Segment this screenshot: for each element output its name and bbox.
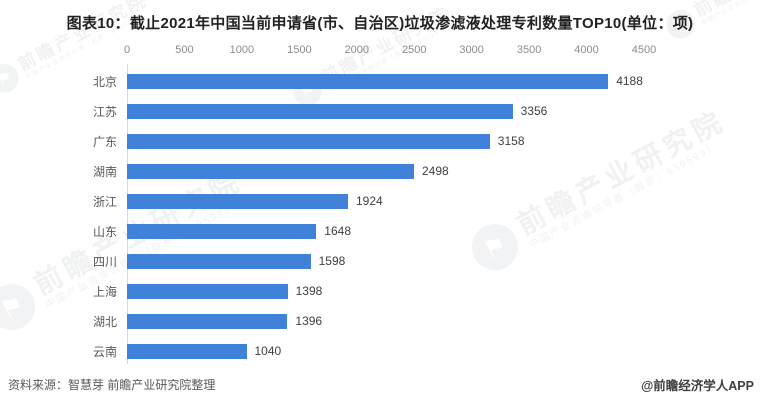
bar [127, 103, 513, 119]
source-note: 资料来源：智慧芽 前瞻产业研究院整理 [8, 378, 216, 392]
value-label: 3158 [497, 134, 525, 148]
category-label: 上海 [92, 284, 117, 299]
chart-title: 图表10：截止2021年中国当前申请省(市、自治区)垃圾渗滤液处理专利数量TOP… [66, 15, 694, 32]
x-tick-label: 3500 [516, 44, 542, 56]
value-label: 3356 [520, 104, 548, 118]
value-label: 4188 [616, 74, 643, 88]
category-label: 北京 [92, 74, 117, 89]
bar [127, 133, 490, 149]
category-label: 浙江 [92, 194, 117, 209]
category-label: 湖南 [92, 164, 117, 179]
category-label: 广东 [92, 134, 117, 149]
x-axis-ticks: 0 500 1000 1500 2000 2500 3000 3500 4000 4500 [123, 44, 656, 58]
bar-row: 广东 3158 [0, 126, 760, 156]
chart-footer: 资料来源：智慧芽 前瞻产业研究院整理 @前瞻经济学人APP [0, 374, 760, 394]
x-tick-label: 4000 [574, 44, 599, 56]
bar [127, 313, 288, 329]
bar-rows: 北京 4188 江苏 3356 广东 3158 湖南 2498 浙江 1924 山东 1648 四川 15… [0, 66, 760, 366]
bar [127, 343, 247, 359]
value-label: 1924 [356, 194, 383, 208]
bar [127, 283, 288, 299]
bar-row: 上海 1398 [0, 276, 760, 306]
x-tick-label: 2500 [401, 44, 427, 56]
x-tick-label: 0 [123, 44, 131, 56]
bar [127, 163, 414, 179]
bar-row: 江苏 3356 [0, 96, 760, 126]
x-tick-label: 1500 [287, 44, 312, 56]
bar-row: 湖北 1396 [0, 306, 760, 336]
bar [127, 223, 317, 239]
x-tick-label: 500 [175, 44, 194, 56]
x-tick-label: 4500 [631, 44, 657, 56]
bar-row: 云南 1040 [0, 336, 760, 366]
category-label: 云南 [92, 344, 117, 359]
bar [127, 253, 311, 269]
category-label: 四川 [92, 254, 117, 269]
bar [127, 193, 348, 209]
value-label: 1398 [295, 284, 323, 298]
bar-row: 北京 4188 [0, 66, 760, 96]
value-label: 1396 [295, 314, 323, 328]
category-label: 江苏 [92, 104, 117, 119]
bar-row: 湖南 2498 [0, 156, 760, 186]
x-tick-label: 2000 [344, 44, 370, 56]
bar-row: 浙江 1924 [0, 186, 760, 216]
value-label: 1598 [318, 254, 346, 268]
bar-row: 四川 1598 [0, 246, 760, 276]
x-tick-label: 1000 [229, 44, 255, 56]
value-label: 2498 [422, 164, 449, 178]
value-label: 1648 [324, 224, 351, 238]
bar [127, 73, 609, 89]
category-label: 湖北 [92, 314, 117, 329]
bar-row: 山东 1648 [0, 216, 760, 246]
app-credit: @前瞻经济学人APP [641, 379, 754, 393]
value-label: 1040 [254, 344, 282, 358]
y-axis-line [127, 64, 128, 364]
x-tick-label: 3000 [459, 44, 484, 56]
category-label: 山东 [92, 224, 117, 239]
